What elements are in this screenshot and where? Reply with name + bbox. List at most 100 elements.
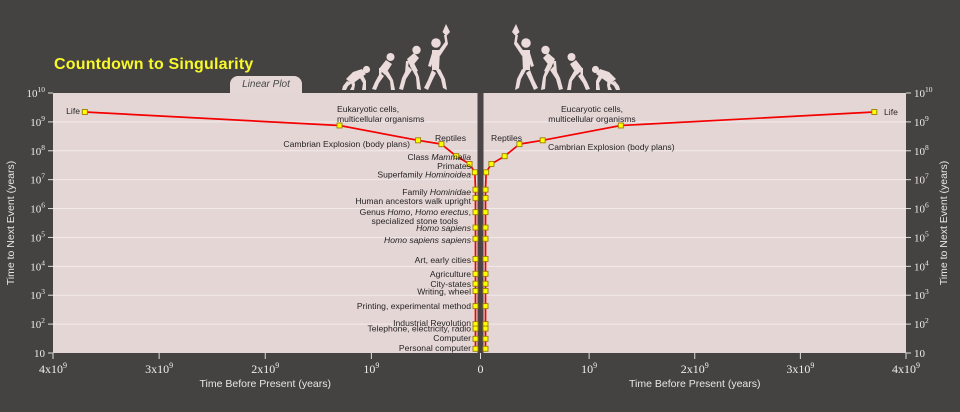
silhouette-shape [407,53,419,68]
chart-title: Countdown to Singularity [54,56,254,73]
event-marker-life [81,109,88,115]
event-marker-printing [472,303,479,310]
silhouette-shape [436,69,447,90]
event-marker-mammalia [453,153,460,160]
event-label-writing_wheel: Writing, wheel [417,287,471,297]
y-tick-label: 102 [30,316,45,331]
event-label-industrial: Industrial Revolution [393,318,471,328]
linear-plot-tab[interactable]: Linear Plot [230,76,302,93]
y-tick-label: 107 [30,172,45,187]
silhouette-shape [607,78,612,90]
y-tick-label: 104 [30,258,45,273]
event-marker-reptiles [516,141,523,148]
silhouette-shape [358,73,366,90]
evolution-silhouettes-left [342,24,450,90]
y-axis-title-right: Time to Next Event (years) [938,161,950,285]
event-label-primates: Primates [437,161,471,171]
event-marker-cambrian [539,137,546,144]
silhouette-shape [399,66,412,90]
silhouette-shape [512,24,520,36]
silhouette-shape [591,65,600,74]
event-marker-primates [488,160,495,167]
x-tick-label: 2x109 [251,361,279,376]
event-label-eukaryotic: multicellular organisms [337,114,424,124]
y-tick-label: 108 [30,143,45,158]
event-label-reptiles: Reptiles [435,133,466,143]
x-tick-label: 4x109 [892,361,920,376]
y-tick-label: 106 [914,201,929,216]
event-marker-mammalia [501,153,508,160]
event-label-genus_homo: Genus Homo, Homo erectus, [360,207,471,217]
event-label-right-reptiles: Reptiles [491,133,522,143]
event-marker-art_cities [482,256,489,262]
event-label-homo_sapiens: Homo sapiens [416,223,472,233]
event-label-life: Life [66,106,80,116]
event-marker-upright [482,195,489,202]
event-marker-homo_sapiens [482,224,489,231]
x-tick-label: 3x109 [786,361,814,376]
silhouette-shape [424,70,436,90]
silhouette-shape [410,64,421,90]
x-tick-label: 3x109 [145,361,173,376]
silhouette-shape [372,73,384,90]
y-tick-label: 1010 [27,85,46,100]
y-tick-label: 10 [34,348,46,360]
event-marker-writing_wheel [482,288,489,294]
event-label-right-eukaryotic: Eucaryotic cells, [561,104,623,114]
event-label-right-life: Life [884,107,898,117]
silhouette-shape [442,24,450,36]
silhouette-shape [412,45,421,55]
center-divider [477,93,484,353]
event-marker-computer [482,335,489,342]
event-label-right-cambrian: Cambrian Explosion (body plans) [548,142,675,152]
silhouette-shape [541,64,552,90]
silhouette-shape [386,53,395,61]
x-tick-label: 2x109 [681,361,709,376]
y-tick-label: 108 [914,143,929,158]
silhouette-shape [437,42,448,56]
event-label-personal_computer: Personal computer [399,343,471,353]
silhouette-shape [543,53,555,68]
event-marker-hominoidea [471,169,478,176]
event-label-computer: Computer [433,333,471,343]
event-marker-agriculture [482,270,489,277]
x-tick-label: 0 [478,362,484,376]
event-label-upright: Human ancestors walk upright [355,196,471,206]
silhouette-shape [514,42,525,56]
silhouette-shape [567,53,576,61]
x-axis-title-right: Time Before Present (years) [629,378,761,390]
event-marker-city_states [472,280,479,287]
y-tick-label: 105 [914,229,929,244]
event-label-art_cities: Art, early cities [415,255,471,265]
event-marker-personal_computer [482,345,489,352]
event-marker-city_states [482,280,489,287]
event-marker-life [871,109,878,115]
event-marker-hominidae [472,186,479,193]
y-tick-label: 102 [914,316,929,331]
event-marker-computer [472,335,479,342]
silhouette-shape [444,35,448,44]
event-marker-primates [466,160,473,167]
event-label-genus_homo: specialized stone tools [372,216,458,226]
evolution-silhouettes-right [512,24,620,90]
event-label-hominoidea: Superfamily Hominoidea [377,170,471,180]
event-marker-eukaryotic [617,122,624,129]
event-label-printing: Printing, experimental method [357,301,471,311]
y-tick-label: 10 [914,348,926,360]
silhouette-shape [514,35,518,44]
y-axis-title-left: Time to Next Event (years) [5,161,17,285]
event-marker-telephone [472,325,479,332]
event-marker-genus_homo [482,209,489,216]
x-tick-label: 109 [363,361,379,376]
silhouette-shape [428,53,435,67]
silhouette-shape [596,73,604,90]
event-label-city_states: City-states [430,279,471,289]
y-tick-label: 109 [30,114,45,129]
linear-plot-tab-label: Linear Plot [242,79,290,90]
event-marker-personal_computer [472,345,479,352]
event-label-eukaryotic: Eukaryotic cells, [337,104,399,114]
silhouette-shape [550,66,563,90]
event-marker-hominoidea [483,169,490,176]
silhouette-shape [350,78,355,90]
